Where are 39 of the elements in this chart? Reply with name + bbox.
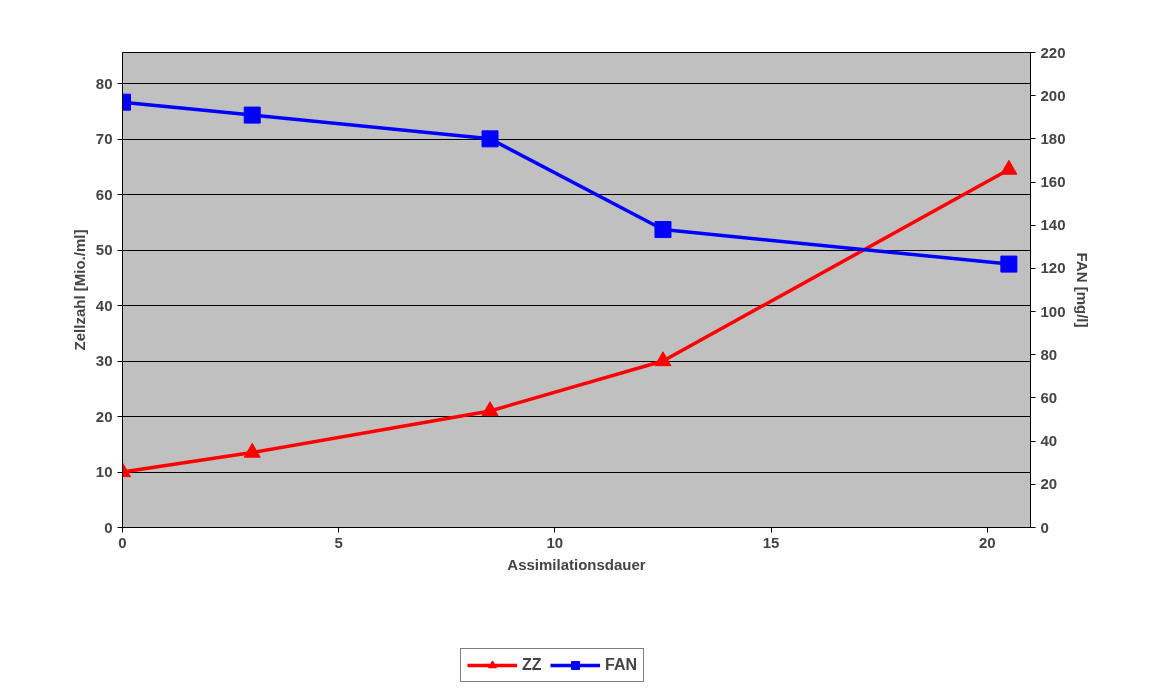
y2-tick-label: 120 bbox=[1040, 259, 1066, 277]
x-tick-label: 15 bbox=[762, 533, 780, 551]
legend-label: ZZ bbox=[522, 656, 542, 674]
y2-tick-label: 160 bbox=[1040, 173, 1066, 191]
y2-tick-label: 180 bbox=[1040, 129, 1066, 147]
y-tick-label: 20 bbox=[95, 407, 113, 425]
legend-label: FAN bbox=[605, 656, 637, 674]
x-tick-label: 10 bbox=[546, 533, 564, 551]
y-tick-label: 70 bbox=[95, 130, 113, 148]
y-axis-title: Zellzahl [Mio./ml] bbox=[70, 229, 88, 351]
point bbox=[654, 351, 672, 367]
x-tick-label: 5 bbox=[334, 533, 343, 551]
y-tick-label: 0 bbox=[104, 518, 113, 536]
y2-tick-label: 60 bbox=[1040, 388, 1058, 406]
y-tick-label: 50 bbox=[95, 241, 113, 259]
y-tick-label: 60 bbox=[95, 185, 113, 203]
point bbox=[654, 221, 672, 239]
x-tick-label: 20 bbox=[978, 533, 996, 551]
point bbox=[243, 106, 261, 124]
y2-tick-label: 0 bbox=[1040, 518, 1049, 536]
y2-tick-label: 220 bbox=[1040, 43, 1066, 61]
y2-tick-label: 80 bbox=[1040, 345, 1058, 363]
y-tick-label: 10 bbox=[95, 463, 113, 481]
x-tick-label: 0 bbox=[118, 533, 127, 551]
y-tick-label: 30 bbox=[95, 352, 113, 370]
y2-tick-label: 20 bbox=[1040, 475, 1058, 493]
point bbox=[1000, 159, 1018, 175]
y2-tick-label: 140 bbox=[1040, 216, 1066, 234]
y-tick-label: 80 bbox=[95, 74, 113, 92]
y-tick-label: 40 bbox=[95, 296, 113, 314]
point bbox=[1000, 255, 1018, 273]
point bbox=[243, 442, 261, 458]
x-axis-title: Assimilationsdauer bbox=[507, 555, 646, 573]
y2-tick-label: 100 bbox=[1040, 302, 1066, 320]
point bbox=[481, 130, 499, 148]
y2-axis-title: FAN [mg/l] bbox=[1073, 252, 1091, 328]
y2-tick-label: 40 bbox=[1040, 432, 1058, 450]
y2-tick-label: 200 bbox=[1040, 86, 1066, 104]
point bbox=[481, 401, 499, 417]
